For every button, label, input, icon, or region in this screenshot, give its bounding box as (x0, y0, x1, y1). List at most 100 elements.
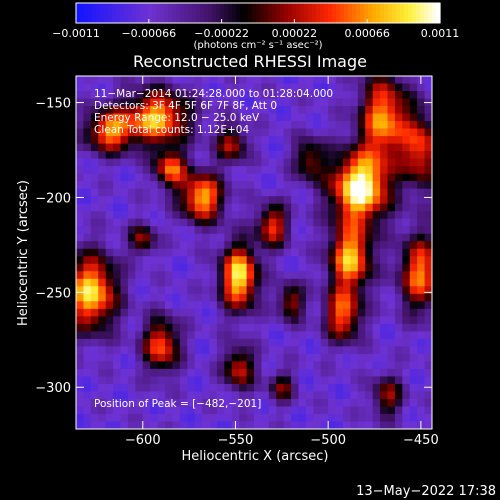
heatmap-cell (224, 106, 233, 115)
heatmap-cell (150, 316, 159, 325)
heatmap-cell (105, 188, 114, 197)
heatmap-cell (291, 301, 299, 310)
heatmap-cell (380, 211, 388, 220)
heatmap-cell (343, 76, 351, 85)
colorbar-cell (376, 3, 381, 23)
heatmap-cell (239, 391, 248, 400)
heatmap-cell (172, 286, 181, 295)
heatmap-cell (380, 323, 388, 332)
heatmap-cell (105, 166, 114, 175)
heatmap-cell (172, 136, 181, 145)
heatmap-cell (150, 383, 159, 392)
heatmap-cell (268, 218, 277, 227)
heatmap-cell (350, 391, 359, 400)
heatmap-cell (231, 271, 240, 280)
heatmap-cell (417, 263, 426, 272)
heatmap-cell (409, 151, 418, 160)
heatmap-cell (209, 98, 218, 107)
colorbar-cell (272, 3, 277, 23)
colorbar-cell (144, 3, 149, 23)
heatmap-cell (402, 286, 411, 295)
heatmap-cell (372, 211, 381, 220)
heatmap-cell (365, 211, 374, 220)
annotation-detectors: Detectors: 3F 4F 5F 6F 7F 8F, Att 0 (94, 100, 277, 112)
heatmap-cell (261, 128, 270, 137)
heatmap-cell (372, 271, 381, 280)
heatmap-cell (402, 278, 411, 287)
heatmap-cell (135, 271, 144, 280)
heatmap-cell (202, 361, 210, 370)
heatmap-cell (409, 376, 418, 385)
heatmap-cell (313, 338, 322, 347)
heatmap-cell (194, 263, 203, 272)
heatmap-cell (320, 211, 329, 220)
heatmap-cell (90, 233, 99, 242)
heatmap-cell (246, 256, 255, 265)
heatmap-cell (305, 248, 314, 257)
heatmap-cell (365, 173, 374, 182)
heatmap-cell (135, 218, 144, 227)
heatmap-cell (224, 76, 233, 85)
heatmap-cell (142, 331, 151, 340)
heatmap-cell (90, 316, 99, 325)
colorbar-cell (212, 3, 217, 23)
heatmap-cell (157, 143, 166, 152)
heatmap-cell (335, 181, 344, 190)
heatmap-cell (335, 203, 344, 212)
heatmap-cell (365, 286, 374, 295)
heatmap-cell (157, 91, 166, 100)
heatmap-cell (268, 413, 277, 422)
heatmap-cell (165, 203, 173, 212)
heatmap-cell (409, 113, 418, 122)
heatmap-cell (120, 121, 129, 130)
heatmap-cell (276, 166, 285, 175)
heatmap-cell (402, 331, 411, 340)
heatmap-cell (179, 188, 188, 197)
heatmap-cell (328, 106, 337, 115)
heatmap-cell (239, 173, 248, 182)
heatmap-cell (239, 286, 248, 295)
heatmap-cell (150, 413, 159, 422)
heatmap-cell (335, 151, 344, 160)
heatmap-cell (127, 121, 136, 130)
heatmap-cell (83, 113, 92, 122)
heatmap-cell (209, 248, 218, 257)
heatmap-cell (83, 128, 92, 137)
heatmap-cell (216, 173, 225, 182)
colorbar-cell (152, 3, 157, 23)
heatmap-cell (135, 76, 144, 85)
heatmap-cell (276, 316, 285, 325)
heatmap-cell (343, 278, 351, 287)
heatmap-cell (409, 338, 418, 347)
heatmap-cell (298, 76, 307, 85)
heatmap-cell (98, 263, 107, 272)
heatmap-cell (335, 136, 344, 145)
heatmap-cell (387, 413, 396, 422)
heatmap-cell (231, 376, 240, 385)
heatmap-cell (113, 256, 121, 265)
heatmap-cell (394, 398, 403, 407)
heatmap-cell (135, 136, 144, 145)
heatmap-cell (209, 106, 218, 115)
heatmap-cell (291, 368, 299, 377)
heatmap-cell (113, 293, 121, 302)
heatmap-cell (424, 151, 433, 160)
heatmap-cell (276, 98, 285, 107)
heatmap-cell (224, 361, 233, 370)
heatmap-cell (246, 391, 255, 400)
heatmap-cell (387, 211, 396, 220)
heatmap-cell (239, 76, 248, 85)
heatmap-cell (254, 308, 262, 317)
heatmap-cell (76, 368, 84, 377)
heatmap-cell (172, 151, 181, 160)
colorbar-cell (368, 3, 373, 23)
heatmap-cell (357, 406, 366, 415)
heatmap-cell (83, 406, 92, 415)
heatmap-cell (298, 353, 307, 362)
heatmap-cell (202, 106, 210, 115)
heatmap-cell (365, 136, 374, 145)
heatmap-cell (350, 196, 359, 205)
heatmap-cell (76, 83, 84, 92)
heatmap-cell (150, 121, 159, 130)
heatmap-cell (224, 383, 233, 392)
